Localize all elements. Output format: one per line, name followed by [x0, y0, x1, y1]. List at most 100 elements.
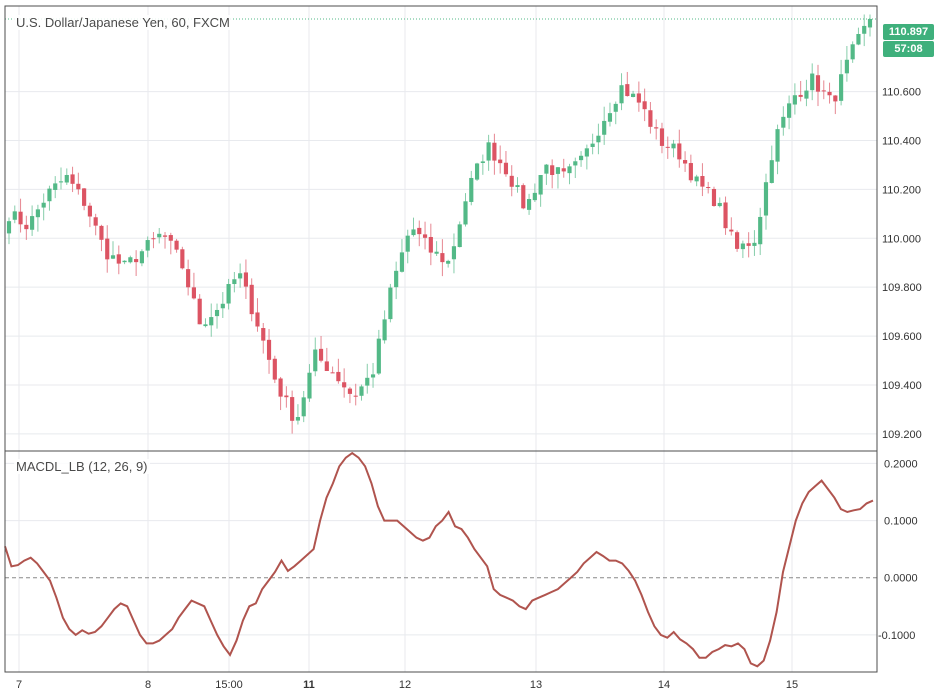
candle-up	[781, 116, 786, 128]
candle-down	[706, 187, 711, 189]
candle-up	[584, 148, 589, 157]
candle-up	[486, 142, 491, 161]
candle-down	[76, 183, 81, 190]
candle-up	[238, 273, 243, 279]
candle-down	[255, 312, 260, 327]
candle-up	[469, 177, 474, 202]
candle-down	[422, 234, 428, 238]
candle-down	[636, 93, 641, 103]
candle-up	[717, 202, 722, 207]
candle-up	[856, 34, 861, 45]
candle-up	[30, 216, 35, 230]
candle-up	[232, 279, 237, 285]
candle-up	[740, 243, 745, 250]
candle-up	[752, 242, 757, 246]
candle-up	[209, 317, 214, 326]
candle-down	[261, 328, 266, 341]
candle-up	[41, 202, 46, 208]
time-axis-tick-label: 15	[786, 679, 798, 691]
candle-up	[631, 93, 636, 98]
candle-down	[324, 361, 329, 372]
candle-up	[405, 235, 410, 252]
candle-down	[746, 243, 751, 246]
candle-down	[191, 287, 196, 299]
candle-up	[382, 319, 387, 341]
macd-axis-tick-label: 0.0000	[884, 573, 918, 585]
candle-up	[573, 161, 578, 166]
candle-down	[498, 159, 503, 164]
candle-down	[70, 174, 75, 184]
candle-down	[180, 249, 185, 269]
candle-up	[792, 95, 797, 105]
candle-down	[509, 175, 514, 187]
candle-up	[844, 59, 849, 74]
candle-up	[463, 201, 468, 225]
candle-up	[220, 303, 225, 309]
candle-up	[775, 129, 780, 162]
candle-up	[538, 175, 543, 195]
candle-down	[330, 372, 335, 374]
candle-up	[313, 349, 318, 372]
candle-up	[226, 284, 231, 304]
candlestick-series[interactable]	[6, 14, 873, 434]
candle-down	[683, 160, 688, 164]
candle-up	[839, 74, 844, 101]
candle-up	[157, 233, 162, 238]
price-axis-tick-label: 110.600	[882, 87, 921, 99]
candle-up	[370, 374, 376, 378]
candle-down	[827, 91, 832, 96]
time-axis-tick-label: 8	[145, 679, 151, 691]
candle-down	[815, 75, 821, 92]
candle-up	[596, 135, 601, 143]
macd-axis-tick-label: -0.1000	[878, 630, 915, 642]
candle-up	[411, 229, 416, 236]
candle-down	[336, 371, 341, 382]
candle-down	[654, 127, 659, 129]
candle-up	[480, 161, 485, 163]
candle-up	[434, 251, 439, 254]
candle-down	[353, 395, 358, 397]
candle-up	[214, 309, 220, 317]
candle-down	[151, 238, 156, 240]
candle-down	[284, 395, 289, 398]
macd-line[interactable]	[4, 451, 874, 668]
candle-up	[671, 143, 676, 149]
candle-up	[446, 260, 451, 264]
candle-down	[492, 142, 497, 161]
candle-up	[862, 25, 867, 34]
candle-up	[590, 143, 595, 147]
last-price-badge: 110.897	[883, 24, 934, 40]
candle-up	[128, 257, 133, 263]
macd-series[interactable]	[4, 451, 874, 668]
price-chart-title: U.S. Dollar/Japanese Yen, 60, FXCM	[14, 15, 232, 30]
time-axis-tick-label: 15:00	[215, 679, 243, 691]
axes: 110.600 110.400 110.200 110.000 109.800 109.6…	[4, 5, 922, 691]
candle-up	[769, 160, 774, 183]
price-axis-tick-label: 110.000	[882, 233, 921, 245]
candle-up	[53, 183, 58, 190]
candle-down	[677, 143, 682, 160]
candle-down	[266, 339, 272, 360]
candle-down	[428, 236, 433, 253]
price-axis-tick-label: 109.800	[882, 282, 922, 294]
candle-up	[457, 224, 462, 248]
candle-down	[798, 94, 803, 97]
candle-down	[659, 128, 665, 146]
candle-down	[197, 298, 202, 325]
candle-up	[139, 251, 144, 264]
candle-down	[642, 101, 647, 110]
candle-down	[503, 162, 509, 175]
candle-down	[174, 240, 179, 250]
candle-up	[804, 90, 809, 99]
time-axis-tick-label: 14	[658, 679, 670, 691]
candle-down	[87, 205, 92, 217]
candle-up	[365, 377, 370, 386]
candle-up	[867, 18, 873, 28]
candle-down	[342, 382, 347, 388]
candle-down	[821, 90, 826, 92]
candle-down	[723, 202, 728, 229]
candle-up	[694, 176, 699, 182]
candle-down	[186, 269, 191, 288]
candle-down	[688, 163, 693, 181]
